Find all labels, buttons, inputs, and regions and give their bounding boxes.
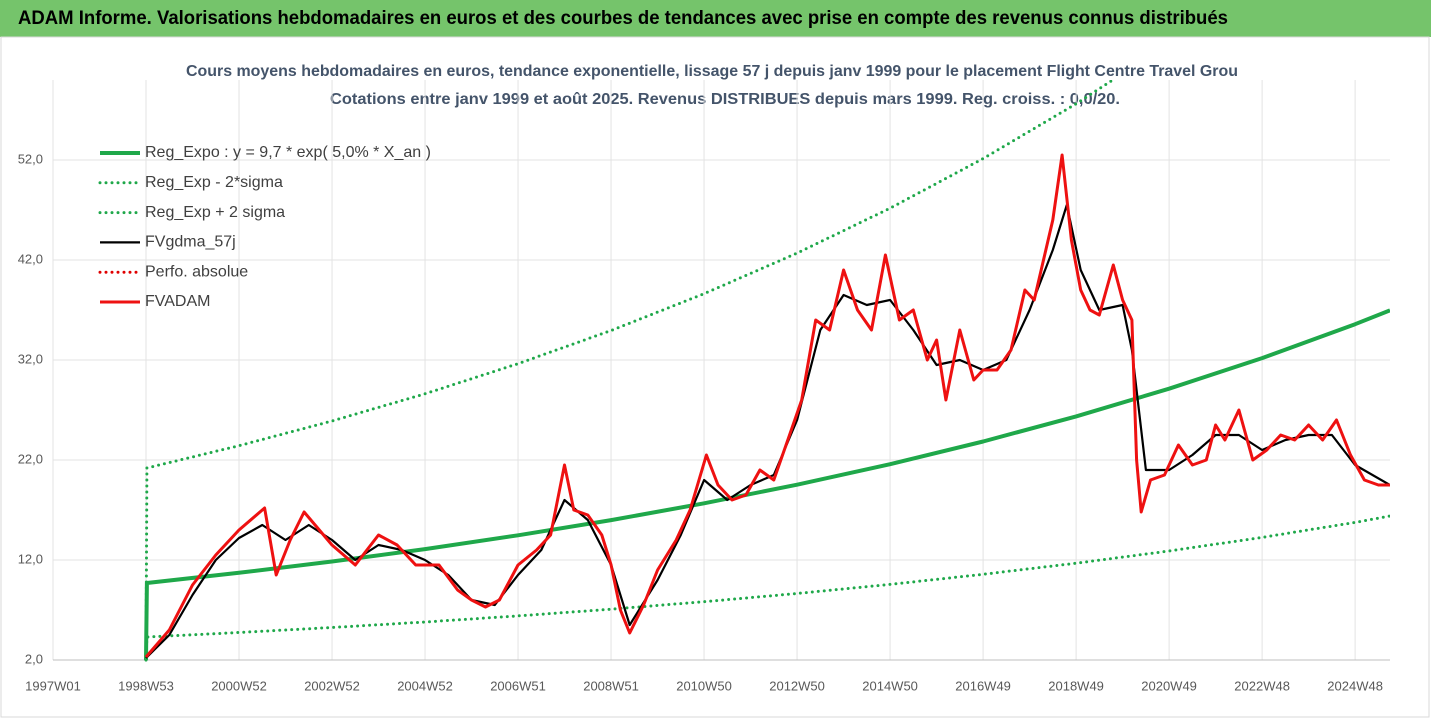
y-tick-label: 2,0 <box>25 651 43 666</box>
x-tick-label: 2012W50 <box>769 678 825 693</box>
y-tick-label: 52,0 <box>18 151 43 166</box>
chart-subtitle: Cours moyens hebdomadaires en euros, ten… <box>186 63 1238 80</box>
series-line <box>144 308 1390 661</box>
x-tick-label: 2008W51 <box>583 678 639 693</box>
chart-title: ADAM Informe. Valorisations hebdomadaire… <box>18 8 1228 29</box>
x-tick-label: 2004W52 <box>397 678 453 693</box>
plot-area <box>144 80 1390 662</box>
title-bar <box>0 0 1431 37</box>
legend-label: Reg_Expo : y = 9,7 * exp( 5,0% * X_an ) <box>145 144 431 161</box>
x-tick-label: 1998W53 <box>118 678 174 693</box>
x-tick-label: 2002W52 <box>304 678 360 693</box>
x-tick-label: 2020W49 <box>1141 678 1197 693</box>
x-tick-label: 2010W50 <box>676 678 732 693</box>
chart-subtitle: Cotations entre janv 1999 et août 2025. … <box>330 91 1120 108</box>
x-tick-label: 2000W52 <box>211 678 267 693</box>
chart-border <box>0 36 1430 718</box>
axis-labels: 2,0 12,0 22,0 32,0 42,0 52,0 1997W01 1998W53 200… <box>18 151 1383 693</box>
x-tick-label: 2016W49 <box>955 678 1011 693</box>
x-tick-label: 2024W48 <box>1327 678 1383 693</box>
grid <box>52 80 1390 661</box>
x-tick-label: 2006W51 <box>490 678 546 693</box>
x-tick-label: 2018W49 <box>1048 678 1104 693</box>
legend-label: FVADAM <box>145 293 210 310</box>
y-tick-label: 32,0 <box>18 351 43 366</box>
legend: Reg_Expo : y = 9,7 * exp( 5,0% * X_an ) R… <box>98 144 431 310</box>
series-line <box>144 153 1390 658</box>
series-line <box>144 514 1390 662</box>
y-tick-label: 12,0 <box>18 551 43 566</box>
x-tick-label: 1997W01 <box>25 678 81 693</box>
legend-label: Reg_Exp - 2*sigma <box>145 174 283 191</box>
y-tick-label: 42,0 <box>18 251 43 266</box>
series-line <box>144 80 1116 662</box>
legend-label: FVgdma_57j <box>145 234 236 251</box>
y-tick-label: 22,0 <box>18 451 43 466</box>
legend-label: Perfo. absolue <box>145 263 248 280</box>
x-tick-label: 2014W50 <box>862 678 918 693</box>
legend-label: Reg_Exp + 2 sigma <box>145 204 285 221</box>
x-tick-label: 2022W48 <box>1234 678 1290 693</box>
